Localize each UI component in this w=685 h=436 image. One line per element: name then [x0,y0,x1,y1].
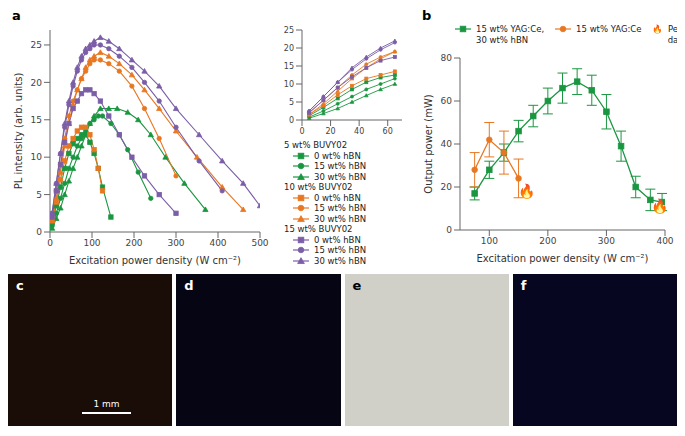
svg-text:20: 20 [441,182,453,192]
html-text:d: d [184,278,194,293]
html-text:30 wt% hBN: 30 wt% hBN [314,213,367,224]
svg-text:500: 500 [251,238,268,248]
html-text:0 wt% hBN: 0 wt% hBN [314,234,361,245]
svg-text:10: 10 [284,80,294,89]
svg-text:300: 300 [167,238,184,248]
html-text:15 wt% YAG:Ce, 30 wt% hBN: 15 wt% YAG:Ce, 30 wt% hBN [476,24,545,45]
svg-text:15: 15 [284,62,294,71]
svg-text:100: 100 [481,236,498,246]
svg-text:5: 5 [289,98,294,107]
svg-text:🔥: 🔥 [518,183,535,200]
svg-text:Output power (mW): Output power (mW) [423,94,434,194]
svg-text:0: 0 [446,225,452,235]
svg-text:40: 40 [354,127,364,136]
svg-text:10: 10 [31,152,43,162]
svg-text:25: 25 [31,40,42,50]
html-text:f: f [520,278,527,293]
html-text:1 mm: 1 mm [93,398,120,409]
svg-text:PL intensity (arb. units): PL intensity (arb. units) [13,73,24,190]
svg-text:0: 0 [299,127,304,136]
svg-text:60: 60 [383,127,393,136]
html-text:0 wt% hBN: 0 wt% hBN [314,150,361,161]
html-text:15 wt% BUVY02: 15 wt% BUVY02 [284,224,353,234]
html-text:30 wt% hBN: 30 wt% hBN [314,255,367,266]
html-text:5 wt% BUVY02: 5 wt% BUVY02 [284,140,348,150]
svg-text:0: 0 [36,227,42,237]
html-text:15 wt% hBN: 15 wt% hBN [314,203,367,213]
html-text:15 wt% hBN: 15 wt% hBN [314,161,367,171]
html-text:e: e [352,278,362,293]
svg-text:Excitation power density (W cm: Excitation power density (W cm⁻²) [69,255,241,266]
svg-text:25: 25 [284,26,294,35]
svg-text:🔥: 🔥 [651,198,668,215]
html-text:a: a [12,8,21,23]
svg-text:20: 20 [284,44,294,53]
html-text:15 wt% YAG:Ce: 15 wt% YAG:Ce [576,24,642,34]
html-text:0 wt% hBN: 0 wt% hBN [314,192,361,203]
svg-text:0: 0 [289,116,294,125]
html-text:c: c [16,278,24,293]
svg-text:200: 200 [125,238,142,248]
svg-text:20: 20 [325,127,335,136]
html-text:30 wt% hBN: 30 wt% hBN [314,171,367,182]
svg-text:0: 0 [47,238,53,248]
svg-text:400: 400 [656,236,673,246]
html-text:15 wt% hBN: 15 wt% hBN [314,245,367,255]
svg-text:60: 60 [441,96,453,106]
svg-text:300: 300 [598,236,615,246]
svg-text:400: 400 [209,238,226,248]
svg-text:80: 80 [441,53,453,63]
svg-text:15: 15 [31,115,42,125]
svg-text:200: 200 [539,236,556,246]
html-text:b: b [422,8,432,23]
svg-text:20: 20 [31,78,43,88]
svg-text:100: 100 [83,238,100,248]
svg-text:5: 5 [36,190,42,200]
html-text:10 wt% BUVY02: 10 wt% BUVY02 [284,182,353,192]
svg-text:Excitation power density (W cm: Excitation power density (W cm⁻²) [476,253,648,264]
svg-text:40: 40 [441,139,453,149]
